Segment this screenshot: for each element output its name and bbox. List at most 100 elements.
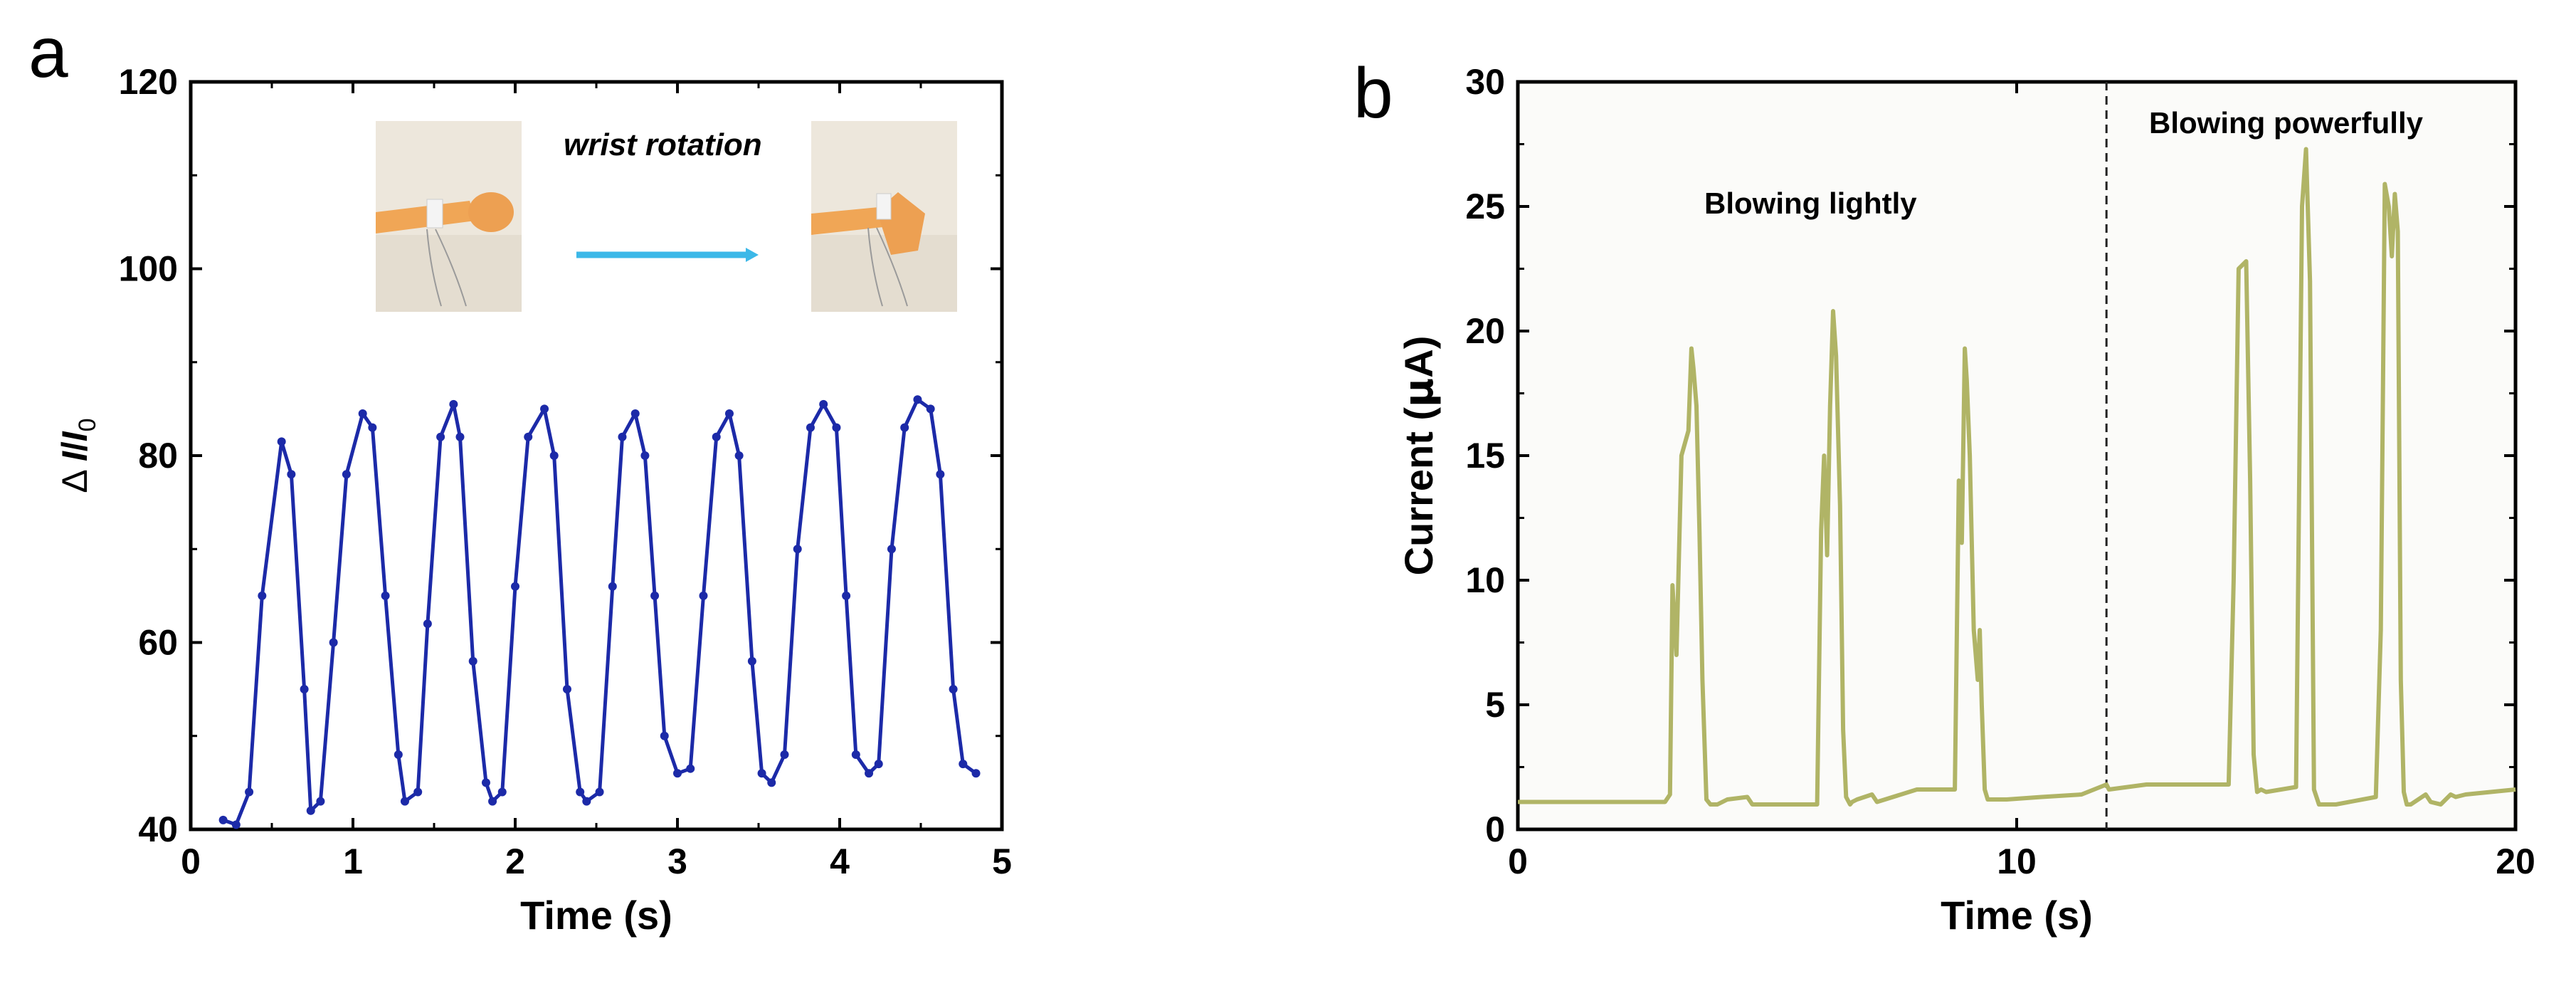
y-title-mu: μ <box>1396 378 1442 407</box>
data-point <box>660 731 669 740</box>
wrist-straight-photo <box>376 121 522 312</box>
data-point <box>549 451 559 460</box>
data-point <box>842 591 851 600</box>
x-tick-label: 3 <box>667 841 687 881</box>
data-point <box>381 591 390 600</box>
y-tick-label: 15 <box>1465 436 1505 476</box>
y-tick-label: 60 <box>138 623 178 663</box>
data-point <box>218 815 228 824</box>
data-point <box>306 806 315 815</box>
x-tick-label: 1 <box>343 841 363 881</box>
y-tick-label: 30 <box>1465 62 1505 102</box>
data-point <box>734 451 744 460</box>
data-point <box>423 619 432 629</box>
data-point <box>576 787 585 797</box>
data-point <box>394 750 403 759</box>
data-point <box>767 778 776 787</box>
y-tick-label: 20 <box>1465 311 1505 351</box>
data-point <box>449 399 458 409</box>
y-axis-title: Current (μA) <box>1396 336 1442 576</box>
data-point <box>436 432 445 441</box>
y-tick-label: 40 <box>138 809 178 849</box>
plot-frame <box>1516 80 2518 832</box>
data-point <box>949 685 958 694</box>
x-tick-label: 5 <box>992 841 1012 881</box>
y-title-delta: Δ <box>55 461 95 493</box>
data-point <box>368 423 377 432</box>
data-point <box>640 451 650 460</box>
data-point <box>524 432 533 441</box>
data-point <box>699 591 708 600</box>
y-tick-label: 80 <box>138 436 178 476</box>
data-point <box>913 395 922 404</box>
data-point <box>887 545 896 554</box>
data-point <box>936 470 945 479</box>
data-point <box>806 423 815 432</box>
y-title-prefix: Current ( <box>1396 407 1441 576</box>
panel-a-letter: a <box>28 13 68 93</box>
data-point <box>582 797 591 806</box>
data-point <box>329 638 338 647</box>
data-point <box>959 760 968 769</box>
data-point <box>316 797 325 806</box>
data-point <box>468 656 477 666</box>
data-point <box>400 797 409 806</box>
y-tick-label: 100 <box>119 249 178 289</box>
y-tick-label: 10 <box>1465 560 1505 600</box>
wrist-bent-photo <box>811 121 957 312</box>
data-point <box>865 769 874 778</box>
inset: wrist rotation <box>376 121 957 312</box>
data-point <box>258 591 267 600</box>
data-point <box>757 769 766 778</box>
data-point <box>971 769 981 778</box>
data-point <box>724 409 734 418</box>
data-point <box>413 787 423 797</box>
y-title-i0: I <box>55 431 95 441</box>
data-point <box>874 760 883 769</box>
data-point <box>673 769 682 778</box>
data-point <box>300 685 309 694</box>
data-point <box>650 591 660 600</box>
y-title-suffix: A) <box>1396 336 1441 378</box>
data-point <box>780 750 789 759</box>
data-point <box>686 764 695 773</box>
data-point <box>497 787 507 797</box>
data-point <box>245 787 254 797</box>
annotation-blowing-powerfully: Blowing powerfully <box>2149 106 2424 140</box>
series-line <box>1518 147 2516 807</box>
data-point <box>608 582 617 591</box>
data-point <box>358 409 367 418</box>
data-point <box>540 404 549 414</box>
data-point <box>832 423 841 432</box>
data-point <box>287 470 296 479</box>
x-tick-label: 20 <box>2496 841 2535 881</box>
data-point <box>277 437 286 446</box>
data-point <box>511 582 519 591</box>
data-point <box>712 432 721 441</box>
y-title-subscript: 0 <box>74 418 101 431</box>
x-tick-label: 2 <box>505 841 525 881</box>
data-point <box>793 545 802 554</box>
x-tick-label: 4 <box>830 841 850 881</box>
y-tick-label: 25 <box>1465 187 1505 226</box>
y-title-slash: / <box>55 441 95 451</box>
y-tick-label: 0 <box>1485 809 1505 849</box>
data-point <box>926 404 935 414</box>
data-point <box>630 409 640 418</box>
x-axis-title: Time (s) <box>1941 893 2093 938</box>
data-point <box>747 656 756 666</box>
x-axis-title: Time (s) <box>520 893 672 938</box>
data-point <box>595 787 604 797</box>
x-tick-label: 0 <box>181 841 201 881</box>
x-tick-label: 10 <box>1997 841 2037 881</box>
panel-b-plot: 0 10 20 0 5 10 15 20 25 30 Time (s) Current (μA) <box>1396 62 2535 938</box>
data-point <box>342 470 351 479</box>
panel-b-letter: b <box>1353 53 1393 133</box>
data-point <box>900 423 909 432</box>
data-point <box>488 797 497 806</box>
data-point <box>231 820 241 829</box>
data-point <box>562 685 571 694</box>
